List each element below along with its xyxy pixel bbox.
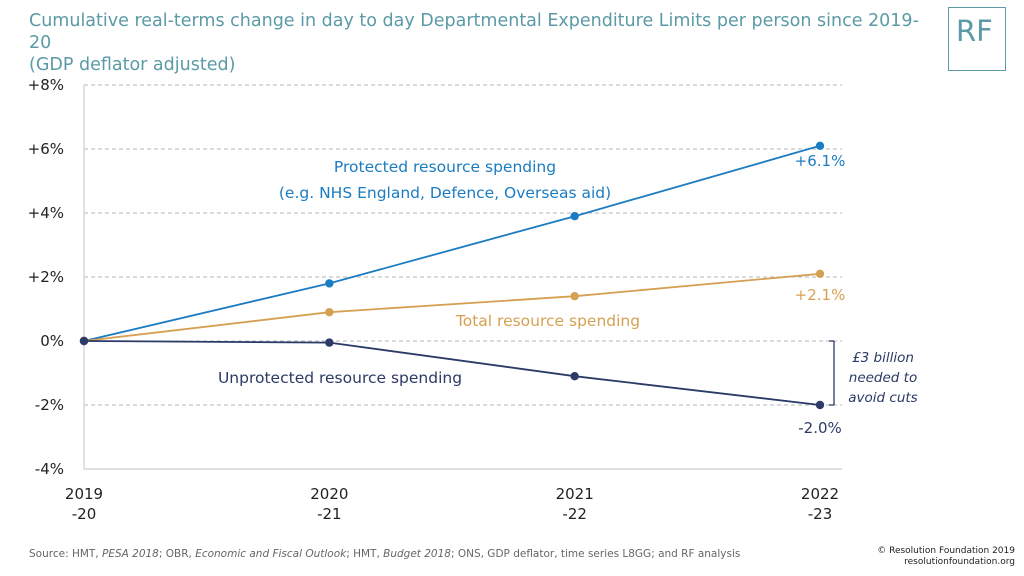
data-point xyxy=(79,336,89,346)
end-value-label: +2.1% xyxy=(795,286,846,304)
x-tick-label: 2021 -22 xyxy=(556,485,594,523)
source-suffix: ; ONS, GDP deflator, time series L8GG; a… xyxy=(450,548,741,560)
series-label: Protected resource spending (e.g. NHS Eng… xyxy=(279,158,611,202)
series-line xyxy=(83,144,821,342)
data-point xyxy=(815,141,825,150)
series-line xyxy=(83,340,821,406)
end-value-label: -2.0% xyxy=(798,419,842,437)
line-chart: +8% +6% +4% +2% 0% -2% -4%2019 -20 2020 -21 2021 -2… xyxy=(28,76,918,523)
y-tick-label: +2% xyxy=(28,268,64,286)
source-note: Source: HMT, PESA 2018; OBR, Economic an… xyxy=(29,548,740,560)
data-point xyxy=(325,338,334,347)
copyright-line-1: © Resolution Foundation 2019 xyxy=(877,546,1015,556)
y-tick-label: +6% xyxy=(28,140,64,158)
y-tick-label: +4% xyxy=(28,204,64,222)
source-prefix: Source: HMT, xyxy=(29,548,102,560)
data-point xyxy=(815,400,825,410)
y-tick-label: 0% xyxy=(40,332,64,350)
source-pesa: PESA 2018 xyxy=(101,548,159,560)
series-label: Total resource spending xyxy=(455,312,640,330)
data-point xyxy=(815,269,825,278)
data-point xyxy=(325,308,334,317)
y-tick-label: -4% xyxy=(35,460,64,478)
source-mid-2: ; HMT, xyxy=(346,548,384,560)
data-point xyxy=(570,372,579,381)
copyright-line-2: resolutionfoundation.org xyxy=(904,557,1015,567)
end-value-label: +6.1% xyxy=(795,152,846,170)
x-tick-label: 2022 -23 xyxy=(801,485,839,523)
source-efo: Economic and Fiscal Outlook xyxy=(195,548,347,560)
series-line xyxy=(83,272,821,342)
source-budget: Budget 2018 xyxy=(383,548,451,560)
series-label: Unprotected resource spending xyxy=(218,369,462,387)
x-tick-label: 2019 -20 xyxy=(65,485,103,523)
chart-title-line-1: Cumulative real-terms change in day to d… xyxy=(29,11,919,53)
y-tick-label: +8% xyxy=(28,76,64,94)
x-tick-label: 2020 -21 xyxy=(310,485,348,523)
y-tick-label: -2% xyxy=(35,396,64,414)
chart-title-line-2: (GDP deflator adjusted) xyxy=(29,55,236,75)
data-point xyxy=(570,212,579,221)
annotation-note: £3 billion needed to avoid cuts xyxy=(848,350,917,406)
chart-title: Cumulative real-terms change in day to d… xyxy=(29,10,929,76)
data-point xyxy=(570,292,579,301)
data-point xyxy=(325,279,334,288)
copyright: © Resolution Foundation 2019 resolutionf… xyxy=(877,546,1015,568)
rf-logo: RF xyxy=(948,7,1006,71)
source-mid-1: ; OBR, xyxy=(158,548,196,560)
